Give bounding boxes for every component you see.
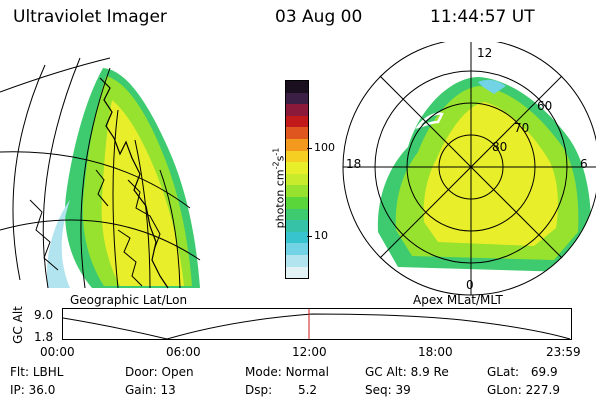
ip-label: IP: [10,383,25,397]
polar-axis-diagonal [379,75,563,259]
status-seq: Seq: 39 [365,384,411,396]
coastline [29,199,59,271]
aurora-polar-edge [478,79,506,94]
colorbar-tick [307,148,312,149]
glon-label: GLon: [487,383,522,397]
graticule-line [0,151,191,209]
door-label: Door: [125,365,158,379]
colorbar [285,80,309,279]
door-value: Open [161,365,194,379]
colorbar-swatch [286,231,308,244]
graticule-line [12,64,46,281]
timeline-ylabel: GC Alt [11,306,25,344]
gain-value: 13 [160,383,176,397]
colorbar-swatch [286,196,308,209]
status-glon: GLon: 227.9 [487,384,560,396]
date-label: 03 Aug 00 [275,7,363,27]
colorbar-swatch [286,115,308,128]
flt-value: LBHL [32,365,64,379]
colorbar-swatch [286,162,308,174]
glat-label: GLat: [487,365,520,379]
mlt-label-midnight: 0 [466,278,474,292]
seq-label: Seq: [365,383,392,397]
gcalt-label: GC Alt: [365,365,407,379]
timeline-tick-label: 12:00 [292,345,327,359]
ip-value: 36.0 [28,383,56,397]
flt-label: Flt: [10,365,29,379]
dsp-label: Dsp: [245,383,273,397]
status-ip: IP: 36.0 [10,384,55,396]
graticule-line [134,139,151,289]
timeline-ymax: 9.0 [34,308,54,322]
mlt-label-dawn: 6 [580,157,588,171]
colorbar-swatch [286,150,308,163]
polar-panel-caption: Apex MLat/MLT [413,293,503,307]
timeline-tick-label: 06:00 [166,345,201,359]
colorbar-swatch [286,138,308,151]
geographic-map-panel [0,57,201,289]
coastline [117,229,143,287]
status-dsp: Dsp: 5.2 [245,384,317,396]
mode-label: Mode: [245,365,282,379]
graticule-line [80,67,111,289]
coastline [127,179,161,251]
colorbar-tick-label: 100 [314,141,335,154]
colorbar-unit-mid: s [273,155,287,162]
polar-mlt-panel [342,42,596,296]
glat-value: 69.9 [530,365,558,379]
colorbar-unit-exp1: -2 [271,161,281,170]
aurora-polar-artifact [415,112,444,129]
graticule-line [159,169,181,289]
status-mode: Mode: Normal [245,366,329,378]
colorbar-unit-exp2: -1 [271,147,281,156]
timeline-ymin: 1.8 [34,330,54,344]
timeline-tick-label: 18:00 [418,345,453,359]
time-label: 11:44:57 UT [430,7,535,27]
mode-value: Normal [285,365,329,379]
dsp-value: 5.2 [297,383,318,397]
mlt-label-dusk: 18 [346,157,362,171]
status-door: Door: Open [125,366,194,378]
status-flt: Flt: LBHL [10,366,63,378]
status-gcalt: GC Alt: 8.9 Re [365,366,449,378]
graticule-line [112,109,119,289]
orbit-altitude-plot [62,308,572,340]
status-glat: GLat: 69.9 [487,366,558,378]
timeline-tick-label: 00:00 [40,345,75,359]
timeline-frame [62,308,572,340]
colorbar-swatch [286,243,308,255]
geo-panel-caption: Geographic Lat/Lon [70,293,188,307]
glon-value: 227.9 [525,383,560,397]
colorbar-unit-main: photon cm [273,169,287,229]
graticule-line [42,57,81,289]
graticule-line [0,219,201,261]
colorbar-swatch [286,220,308,232]
colorbar-swatch [286,254,308,267]
colorbar-swatch [286,104,308,116]
mlat-label-60: 60 [537,99,553,113]
colorbar-swatch [286,127,308,139]
status-gain: Gain: 13 [125,384,176,396]
mlt-label-noon: 12 [477,46,493,60]
mlat-label-80: 80 [492,140,508,154]
colorbar-swatch [286,92,308,105]
altitude-curve [62,313,571,340]
seq-value: 39 [395,383,411,397]
colorbar-swatch [286,81,308,93]
colorbar-swatch [286,208,308,221]
colorbar-tick-label: 10 [314,229,328,242]
gain-label: Gain: [125,383,157,397]
colorbar-swatch [286,266,308,279]
mlat-label-70: 70 [514,121,530,135]
colorbar-swatch [286,185,308,197]
instrument-title: Ultraviolet Imager [13,7,167,27]
gcalt-value: 8.9 Re [410,365,449,379]
colorbar-swatch [286,173,308,186]
graticule-line [0,57,111,93]
colorbar-tick [307,236,312,237]
coastline [95,169,109,207]
colorbar-unit-label: photon cm-2s-1 [271,147,287,229]
timeline-tick-label: 23:59 [546,345,581,359]
